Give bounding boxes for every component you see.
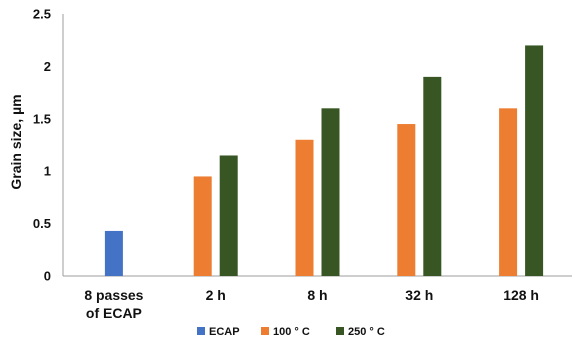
legend-label: ECAP <box>209 326 240 338</box>
x-category-label: 8 passes <box>84 287 143 303</box>
bar <box>219 155 238 276</box>
legend-label: 100 ° C <box>273 326 310 338</box>
y-tick-label: 2 <box>44 59 51 74</box>
x-axis-labels: 8 passes of ECAP 2 h 8 h 32 h 128 h <box>84 287 539 321</box>
bar <box>321 108 340 276</box>
x-category-label: of ECAP <box>86 305 142 321</box>
legend-label: 250 ° C <box>348 326 385 338</box>
y-tick-label: 2.5 <box>33 7 51 22</box>
bar <box>295 139 314 276</box>
bar <box>525 45 544 276</box>
x-category-label: 128 h <box>503 287 539 303</box>
bar <box>423 76 442 276</box>
y-tick-label: 1 <box>44 164 51 179</box>
y-tick-label: 0 <box>44 269 51 284</box>
bar <box>397 124 416 276</box>
legend: ECAP 100 ° C 250 ° C <box>197 326 385 338</box>
bars <box>104 45 544 276</box>
y-tick-label: 0.5 <box>33 216 51 231</box>
bar <box>499 108 518 276</box>
bar <box>193 176 212 276</box>
x-category-label: 32 h <box>405 287 433 303</box>
x-category-label: 8 h <box>307 287 327 303</box>
y-axis-title: Grain size, µm <box>8 94 24 189</box>
legend-swatch <box>197 327 205 335</box>
bar <box>104 230 123 276</box>
x-category-label: 2 h <box>206 287 226 303</box>
legend-swatch <box>261 327 269 335</box>
legend-swatch <box>336 327 344 335</box>
y-axis-ticks: 0 0.5 1 1.5 2 2.5 <box>33 7 51 284</box>
y-tick-label: 1.5 <box>33 111 51 126</box>
